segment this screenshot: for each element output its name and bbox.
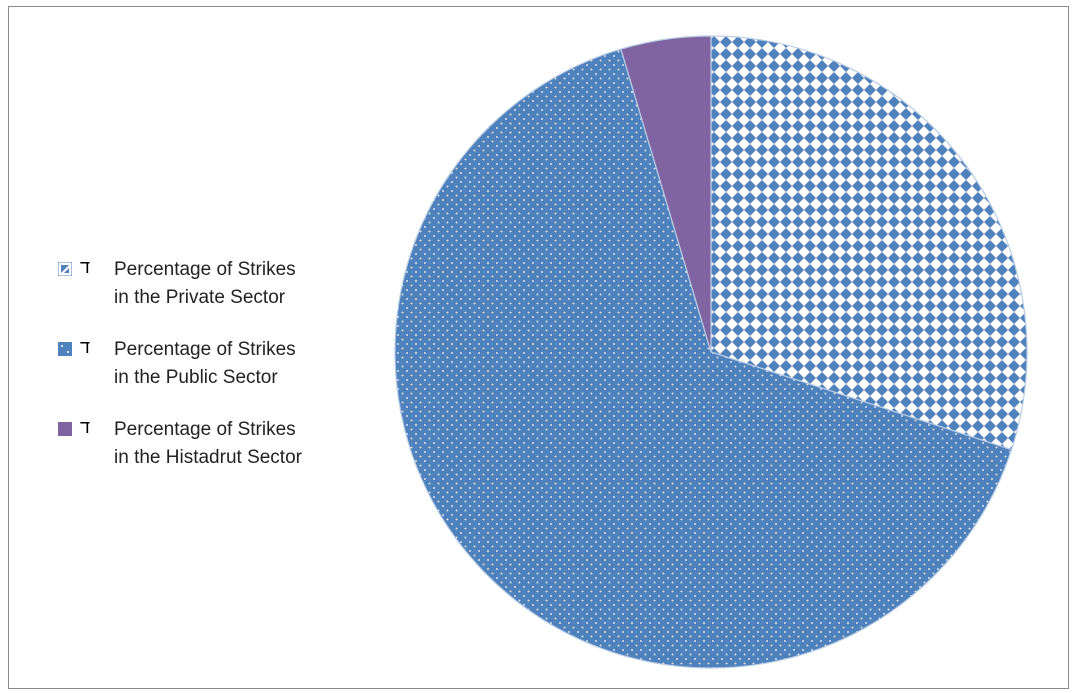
legend-marker-histadrut: ד [80, 417, 90, 437]
legend-label-histadrut: Percentage of Strikes in the Histadrut S… [114, 419, 302, 468]
legend-swatch-public [58, 342, 72, 356]
pie-slice-private [710, 35, 1028, 451]
pie-slice-public [394, 48, 1013, 669]
legend-item-public: ד Percentage of Strikes in the Public Se… [58, 336, 378, 394]
legend-marker-private: ד [80, 257, 90, 277]
legend-swatch-histadrut [58, 422, 72, 436]
legend-marker-public: ד [80, 337, 90, 357]
pie-slice-histadrut [620, 35, 712, 353]
legend: ד Percentage of Strikes in the Private S… [58, 256, 378, 496]
legend-label-private: Percentage of Strikes in the Private Sec… [114, 259, 296, 308]
pie-slices [394, 35, 1028, 669]
legend-item-histadrut: ד Percentage of Strikes in the Histadrut… [58, 416, 378, 474]
legend-item-private: ד Percentage of Strikes in the Private S… [58, 256, 378, 314]
legend-swatch-private [58, 262, 72, 276]
legend-label-public: Percentage of Strikes in the Public Sect… [114, 339, 296, 388]
